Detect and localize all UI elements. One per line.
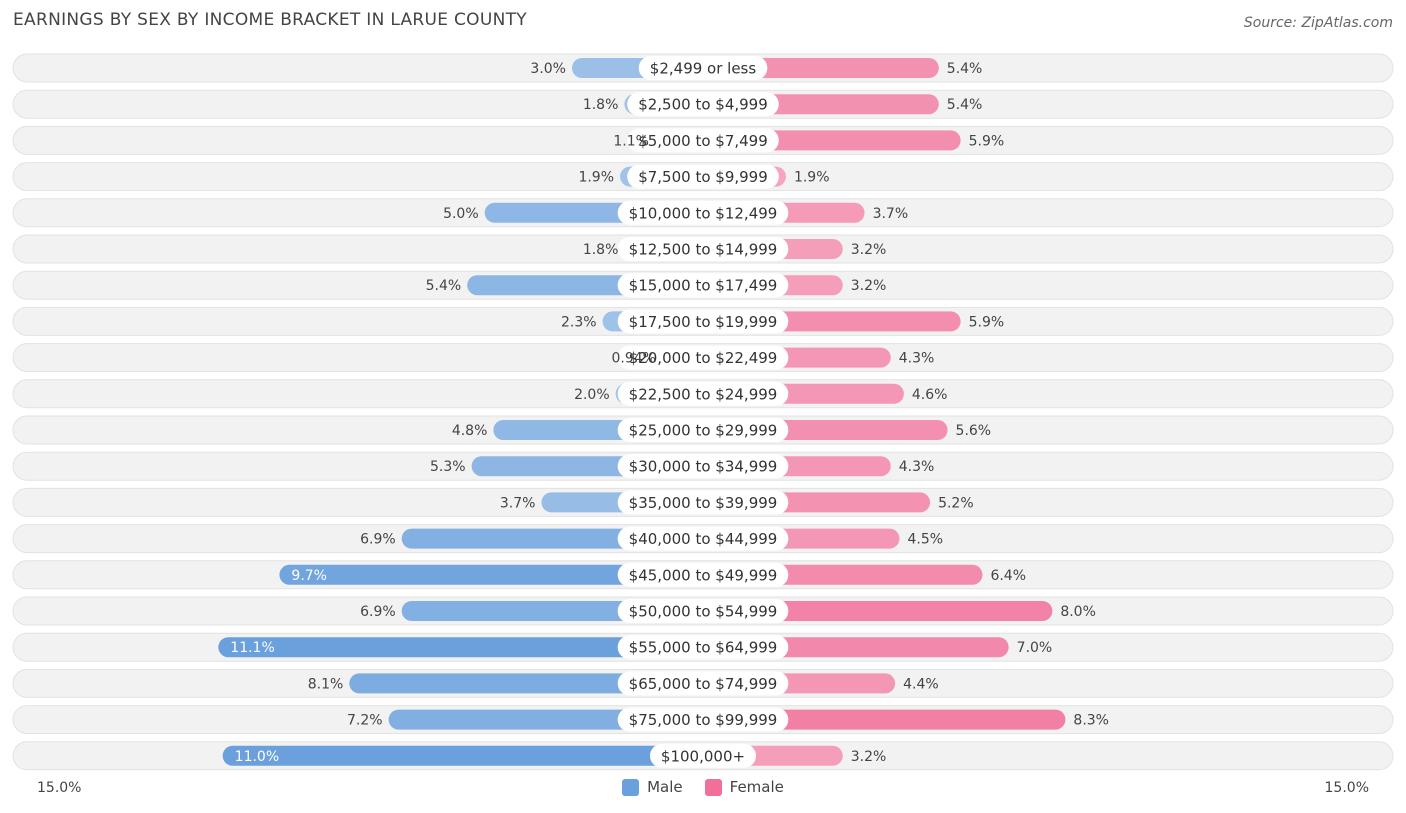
category-pill bbox=[627, 164, 779, 189]
category-pill bbox=[617, 345, 789, 370]
value-label-female: 1.9% bbox=[794, 170, 830, 186]
value-label-female: 4.5% bbox=[908, 532, 944, 548]
category-label: $10,000 to $12,499 bbox=[629, 204, 778, 222]
bar-male bbox=[222, 745, 703, 766]
category-pill bbox=[617, 309, 789, 334]
category-pill bbox=[617, 635, 789, 660]
value-label-female: 3.7% bbox=[873, 206, 909, 222]
value-label-male: 8.1% bbox=[308, 676, 344, 692]
value-label-female: 6.4% bbox=[990, 568, 1026, 584]
value-label-female: 8.3% bbox=[1073, 713, 1109, 729]
value-label-female: 4.4% bbox=[903, 676, 939, 692]
value-label-male: 7.2% bbox=[347, 713, 383, 729]
bar-male bbox=[279, 564, 703, 585]
category-label: $2,499 or less bbox=[650, 60, 757, 78]
value-label-female: 4.6% bbox=[912, 387, 948, 403]
legend-swatch-female bbox=[704, 778, 722, 796]
value-label-female: 3.2% bbox=[851, 749, 887, 765]
legend-label-male: Male bbox=[647, 778, 683, 796]
value-label-male: 1.1% bbox=[613, 133, 649, 149]
legend: Male Female bbox=[0, 778, 1406, 796]
category-label: $30,000 to $34,999 bbox=[629, 458, 778, 476]
value-label-male: 9.7% bbox=[291, 568, 327, 584]
value-label-male: 11.1% bbox=[230, 640, 274, 656]
category-pill bbox=[649, 743, 757, 768]
category-label: $45,000 to $49,999 bbox=[629, 566, 778, 584]
axis-right-label: 15.0% bbox=[1324, 780, 1369, 796]
value-label-male: 3.0% bbox=[530, 61, 566, 77]
category-pill bbox=[617, 454, 789, 479]
category-label: $12,500 to $14,999 bbox=[629, 241, 778, 259]
bar-female bbox=[703, 709, 1066, 730]
value-label-male: 6.9% bbox=[360, 604, 396, 620]
category-label: $25,000 to $29,999 bbox=[629, 422, 778, 440]
value-label-female: 4.3% bbox=[899, 351, 935, 367]
category-pill bbox=[638, 56, 768, 80]
category-label: $2,500 to $4,999 bbox=[638, 96, 768, 114]
category-pill bbox=[627, 92, 779, 117]
category-pill bbox=[617, 599, 789, 623]
bar-female bbox=[703, 601, 1053, 621]
value-label-female: 3.2% bbox=[851, 278, 887, 294]
chart-title: EARNINGS BY SEX BY INCOME BRACKET IN LAR… bbox=[13, 10, 527, 30]
axis-left-label: 15.0% bbox=[37, 780, 82, 796]
category-label: $17,500 to $19,999 bbox=[629, 313, 778, 331]
legend-label-female: Female bbox=[729, 778, 784, 796]
category-label: $75,000 to $99,999 bbox=[629, 711, 778, 729]
value-label-male: 2.0% bbox=[574, 387, 610, 403]
value-label-male: 2.3% bbox=[561, 314, 597, 330]
category-label: $40,000 to $44,999 bbox=[629, 530, 778, 548]
value-label-female: 5.9% bbox=[969, 133, 1005, 149]
category-pill bbox=[617, 490, 789, 515]
category-label: $35,000 to $39,999 bbox=[629, 494, 778, 512]
category-pill bbox=[617, 381, 789, 406]
chart-canvas: $2,499 or less 3.0% 5.4% $2,500 to $4,999 1.… bbox=[12, 53, 1394, 771]
bar-male bbox=[349, 673, 703, 694]
value-label-female: 5.4% bbox=[947, 61, 983, 77]
value-label-male: 6.9% bbox=[360, 532, 396, 548]
value-label-male: 1.8% bbox=[583, 97, 619, 113]
value-label-female: 8.0% bbox=[1060, 604, 1096, 620]
category-pill bbox=[627, 128, 779, 153]
category-label: $55,000 to $64,999 bbox=[629, 639, 778, 657]
legend-item-male[interactable]: Male bbox=[622, 778, 683, 796]
category-label: $15,000 to $17,499 bbox=[629, 277, 778, 295]
bar-male bbox=[218, 637, 704, 658]
category-label: $50,000 to $54,999 bbox=[629, 603, 778, 621]
category-label: $5,000 to $7,499 bbox=[638, 132, 768, 150]
value-label-male: 5.4% bbox=[426, 278, 462, 294]
value-label-female: 5.6% bbox=[956, 423, 992, 439]
category-pill bbox=[617, 526, 789, 551]
value-label-male: 1.8% bbox=[583, 242, 619, 258]
category-pill bbox=[617, 671, 789, 696]
value-label-female: 5.4% bbox=[947, 97, 983, 113]
legend-item-female[interactable]: Female bbox=[704, 778, 784, 796]
category-label: $22,500 to $24,999 bbox=[629, 385, 778, 403]
value-label-male: 5.3% bbox=[430, 459, 466, 475]
category-label: $65,000 to $74,999 bbox=[629, 675, 778, 693]
category-pill bbox=[617, 562, 789, 587]
category-pill bbox=[617, 273, 789, 298]
value-label-male: 11.0% bbox=[235, 749, 279, 765]
source-label: Source: ZipAtlas.com bbox=[1243, 15, 1393, 31]
legend-swatch-male bbox=[622, 778, 640, 796]
category-pill bbox=[617, 707, 789, 732]
category-label: $100,000+ bbox=[661, 747, 745, 765]
category-pill bbox=[617, 200, 789, 225]
category-pill bbox=[617, 237, 789, 261]
value-label-female: 5.9% bbox=[969, 314, 1005, 330]
value-label-female: 3.2% bbox=[851, 242, 887, 258]
category-label: $20,000 to $22,499 bbox=[629, 349, 778, 367]
category-pill bbox=[617, 418, 789, 442]
category-label: $7,500 to $9,999 bbox=[638, 168, 768, 186]
value-label-male: 0.94% bbox=[611, 351, 655, 367]
value-label-female: 7.0% bbox=[1017, 640, 1053, 656]
value-label-female: 4.3% bbox=[899, 459, 935, 475]
value-label-male: 5.0% bbox=[443, 206, 479, 222]
value-label-male: 1.9% bbox=[578, 170, 614, 186]
value-label-female: 5.2% bbox=[938, 495, 974, 511]
value-label-male: 4.8% bbox=[452, 423, 488, 439]
value-label-male: 3.7% bbox=[500, 495, 536, 511]
